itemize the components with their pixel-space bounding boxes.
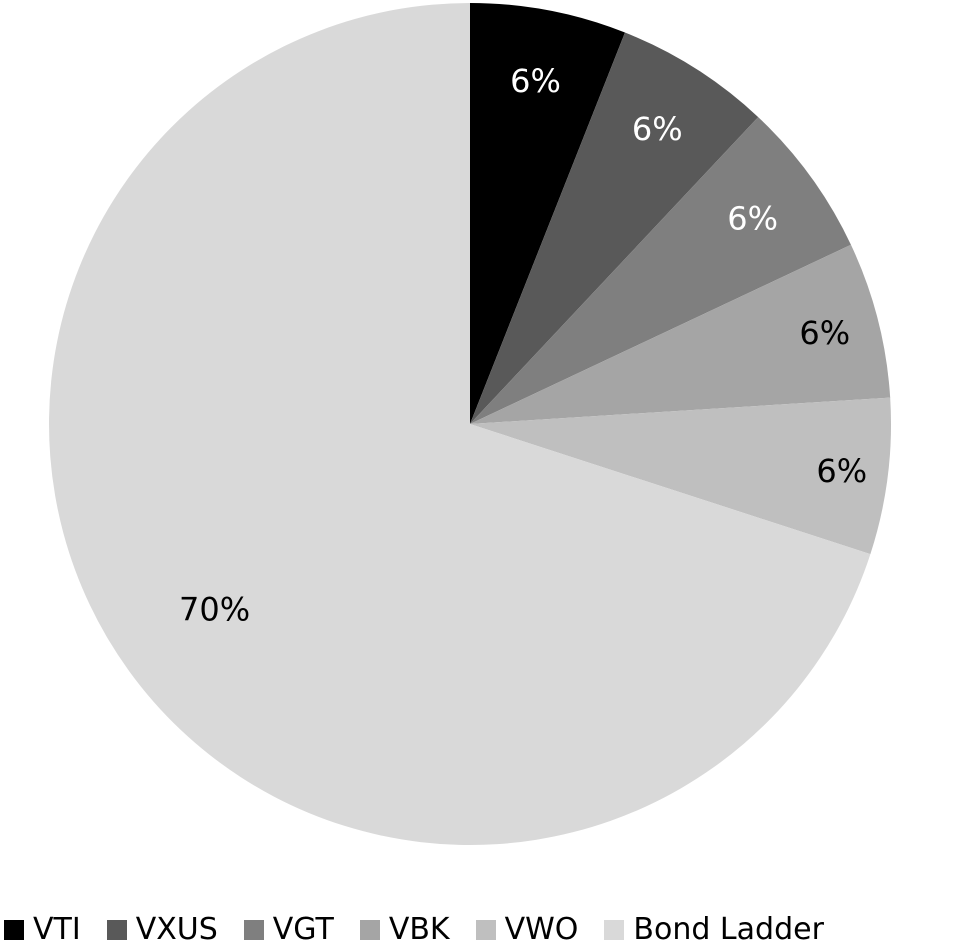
pie-data-labels: 6% 6% 6% 6% 6% 70% xyxy=(179,62,867,629)
legend-item-vti: VTI xyxy=(4,915,81,945)
pie-slice-vxus xyxy=(470,32,759,425)
legend-item-bond-ladder: Bond Ladder xyxy=(604,915,824,945)
legend-swatch xyxy=(4,920,24,940)
pie-data-label: 6% xyxy=(727,200,778,238)
pie-slices xyxy=(48,2,891,845)
legend-swatch xyxy=(359,920,380,940)
legend-label: VXUS xyxy=(135,912,218,947)
pie-chart-plot: 6% 6% 6% 6% 6% 70% xyxy=(48,2,891,845)
pie-data-label: 6% xyxy=(632,110,683,148)
legend-item-vbk: VBK xyxy=(359,912,450,947)
legend-item-vxus: VXUS xyxy=(106,912,218,947)
legend-label: VTI xyxy=(33,912,81,947)
legend-label: VGT xyxy=(272,912,334,947)
chart-legend: VTI VXUS VGT VBK VWO Bond Ladder xyxy=(4,908,824,952)
legend-label: Bond Ladder xyxy=(633,912,824,947)
pie-slice-bond-ladder xyxy=(48,3,871,845)
legend-label: VBK xyxy=(388,912,450,947)
pie-data-label: 6% xyxy=(799,314,850,352)
pie-slice-vbk xyxy=(470,244,891,424)
legend-label: VWO xyxy=(504,912,579,947)
pie-slice-vti xyxy=(470,2,625,424)
pie-slice-vgt xyxy=(470,117,851,424)
legend-swatch xyxy=(604,920,625,940)
pie-data-label: 6% xyxy=(510,62,561,100)
pie-data-label: 70% xyxy=(179,591,250,629)
legend-item-vgt: VGT xyxy=(243,912,334,947)
pie-slice-vwo xyxy=(470,397,891,555)
pie-data-label: 6% xyxy=(816,452,867,490)
legend-swatch xyxy=(475,920,496,940)
legend-swatch xyxy=(106,920,127,940)
legend-swatch xyxy=(243,920,264,940)
legend-item-vwo: VWO xyxy=(475,912,579,947)
